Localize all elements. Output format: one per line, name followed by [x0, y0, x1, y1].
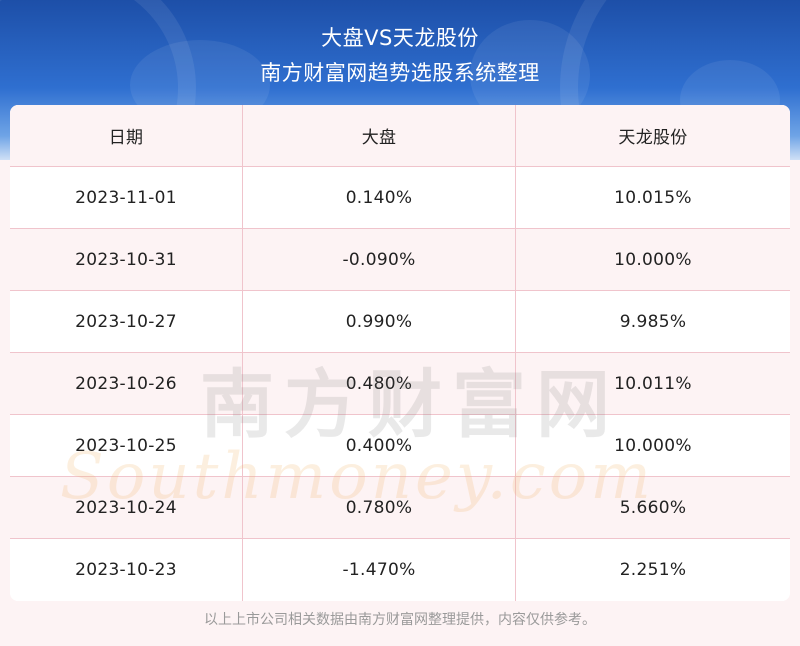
cell-stock: 10.000% [614, 435, 692, 456]
column-header-stock: 天龙股份 [618, 128, 688, 148]
cell-date: 2023-11-01 [10, 167, 243, 228]
cell-stock: 9.985% [619, 311, 687, 332]
table-row: 2023-10-25 0.400% 10.000% [10, 415, 790, 477]
page-subtitle: 南方财富网趋势选股系统整理 [260, 61, 540, 85]
table-row: 2023-10-27 0.990% 9.985% [10, 291, 790, 353]
page-title: 大盘VS天龙股份 [321, 26, 479, 50]
cell-stock: 2.251% [619, 560, 687, 580]
cell-stock: 10.015% [614, 187, 692, 208]
cell-date: 2023-10-24 [10, 477, 243, 538]
cell-market: 0.990% [243, 291, 516, 352]
cell-market: -0.090% [243, 229, 516, 290]
comparison-table: 日期 大盘 天龙股份 2023-11-01 0.140% 10.015% 202… [10, 105, 790, 601]
cell-stock: 10.000% [614, 249, 692, 270]
column-header-market: 大盘 [243, 105, 516, 166]
cell-stock: 10.011% [614, 373, 692, 394]
cell-date: 2023-10-25 [10, 415, 243, 476]
cell-market: 0.780% [243, 477, 516, 538]
cell-market: 0.400% [243, 415, 516, 476]
cell-date: 2023-10-26 [10, 353, 243, 414]
table-row: 2023-11-01 0.140% 10.015% [10, 167, 790, 229]
cell-date: 2023-10-27 [10, 291, 243, 352]
table-row: 2023-10-24 0.780% 5.660% [10, 477, 790, 539]
cell-market: -1.470% [243, 539, 516, 601]
cell-market: 0.140% [243, 167, 516, 228]
table-header-row: 日期 大盘 天龙股份 [10, 105, 790, 167]
cell-date: 2023-10-31 [10, 229, 243, 290]
cell-date: 2023-10-23 [10, 539, 243, 601]
table-row: 2023-10-23 -1.470% 2.251% [10, 539, 790, 601]
cell-stock: 5.660% [619, 497, 687, 518]
table-row: 2023-10-26 0.480% 10.011% [10, 353, 790, 415]
column-header-date: 日期 [10, 105, 243, 166]
table-row: 2023-10-31 -0.090% 10.000% [10, 229, 790, 291]
footer-note: 以上上市公司相关数据由南方财富网整理提供，内容仅供参考。 [204, 612, 596, 628]
cell-market: 0.480% [243, 353, 516, 414]
